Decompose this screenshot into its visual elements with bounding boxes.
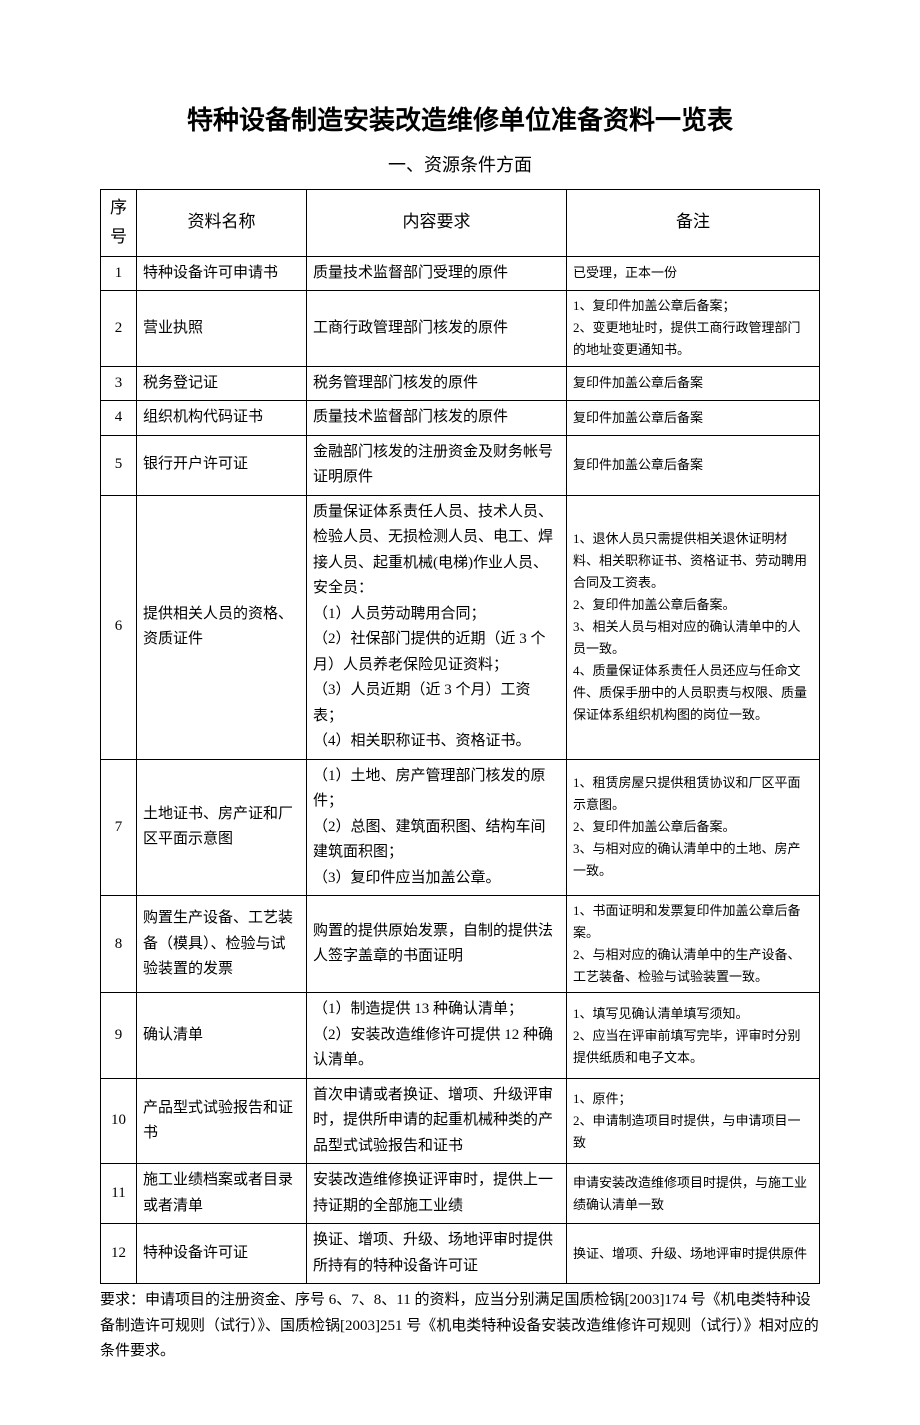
materials-table: 序号 资料名称 内容要求 备注 1特种设备许可申请书质量技术监督部门受理的原件已…	[100, 189, 820, 1284]
table-row: 12特种设备许可证换证、增项、升级、场地评审时提供所持有的特种设备许可证换证、增…	[101, 1224, 820, 1284]
cell-req: （1）土地、房产管理部门核发的原件； （2）总图、建筑面积图、结构车间建筑面积图…	[307, 759, 567, 896]
cell-req: 质量保证体系责任人员、技术人员、检验人员、无损检测人员、电工、焊接人员、起重机械…	[307, 495, 567, 759]
table-row: 4组织机构代码证书质量技术监督部门核发的原件复印件加盖公章后备案	[101, 401, 820, 436]
cell-req: 首次申请或者换证、增项、升级评审时，提供所申请的起重机械种类的产品型式试验报告和…	[307, 1078, 567, 1164]
table-row: 5银行开户许可证金融部门核发的注册资金及财务帐号证明原件复印件加盖公章后备案	[101, 435, 820, 495]
header-req: 内容要求	[307, 190, 567, 257]
cell-name: 确认清单	[137, 993, 307, 1079]
cell-seq: 4	[101, 401, 137, 436]
cell-note: 已受理，正本一份	[567, 256, 820, 291]
cell-name: 施工业绩档案或者目录或者清单	[137, 1164, 307, 1224]
header-seq: 序号	[101, 190, 137, 257]
cell-name: 购置生产设备、工艺装备（模具）、检验与试验装置的发票	[137, 896, 307, 993]
table-row: 6提供相关人员的资格、资质证件质量保证体系责任人员、技术人员、检验人员、无损检测…	[101, 495, 820, 759]
cell-req: 质量技术监督部门受理的原件	[307, 256, 567, 291]
cell-seq: 6	[101, 495, 137, 759]
cell-req: 质量技术监督部门核发的原件	[307, 401, 567, 436]
table-row: 8购置生产设备、工艺装备（模具）、检验与试验装置的发票购置的提供原始发票，自制的…	[101, 896, 820, 993]
cell-name: 特种设备许可申请书	[137, 256, 307, 291]
table-row: 11施工业绩档案或者目录或者清单安装改造维修换证评审时，提供上一持证期的全部施工…	[101, 1164, 820, 1224]
cell-seq: 7	[101, 759, 137, 896]
cell-note: 复印件加盖公章后备案	[567, 366, 820, 401]
cell-seq: 1	[101, 256, 137, 291]
cell-seq: 2	[101, 291, 137, 366]
table-row: 7土地证书、房产证和厂区平面示意图（1）土地、房产管理部门核发的原件； （2）总…	[101, 759, 820, 896]
cell-name: 银行开户许可证	[137, 435, 307, 495]
cell-seq: 8	[101, 896, 137, 993]
cell-req: （1）制造提供 13 种确认清单； （2）安装改造维修许可提供 12 种确认清单…	[307, 993, 567, 1079]
table-row: 10产品型式试验报告和证书首次申请或者换证、增项、升级评审时，提供所申请的起重机…	[101, 1078, 820, 1164]
cell-note: 申请安装改造维修项目时提供，与施工业绩确认清单一致	[567, 1164, 820, 1224]
header-name: 资料名称	[137, 190, 307, 257]
cell-seq: 12	[101, 1224, 137, 1284]
footnote: 要求：申请项目的注册资金、序号 6、7、8、11 的资料，应当分别满足国质检锅[…	[100, 1288, 820, 1365]
cell-req: 税务管理部门核发的原件	[307, 366, 567, 401]
table-header-row: 序号 资料名称 内容要求 备注	[101, 190, 820, 257]
cell-name: 产品型式试验报告和证书	[137, 1078, 307, 1164]
cell-req: 金融部门核发的注册资金及财务帐号证明原件	[307, 435, 567, 495]
cell-note: 1、租赁房屋只提供租赁协议和厂区平面示意图。 2、复印件加盖公章后备案。 3、与…	[567, 759, 820, 896]
cell-name: 特种设备许可证	[137, 1224, 307, 1284]
cell-name: 营业执照	[137, 291, 307, 366]
cell-seq: 10	[101, 1078, 137, 1164]
cell-seq: 9	[101, 993, 137, 1079]
cell-req: 工商行政管理部门核发的原件	[307, 291, 567, 366]
header-note: 备注	[567, 190, 820, 257]
table-row: 3税务登记证税务管理部门核发的原件复印件加盖公章后备案	[101, 366, 820, 401]
cell-note: 1、退休人员只需提供相关退休证明材料、相关职称证书、资格证书、劳动聘用合同及工资…	[567, 495, 820, 759]
cell-seq: 3	[101, 366, 137, 401]
cell-name: 土地证书、房产证和厂区平面示意图	[137, 759, 307, 896]
cell-note: 复印件加盖公章后备案	[567, 401, 820, 436]
table-row: 2营业执照工商行政管理部门核发的原件1、复印件加盖公章后备案； 2、变更地址时，…	[101, 291, 820, 366]
cell-req: 安装改造维修换证评审时，提供上一持证期的全部施工业绩	[307, 1164, 567, 1224]
cell-name: 组织机构代码证书	[137, 401, 307, 436]
cell-seq: 11	[101, 1164, 137, 1224]
cell-name: 税务登记证	[137, 366, 307, 401]
cell-note: 1、复印件加盖公章后备案； 2、变更地址时，提供工商行政管理部门的地址变更通知书…	[567, 291, 820, 366]
cell-note: 1、原件； 2、申请制造项目时提供，与申请项目一致	[567, 1078, 820, 1164]
table-row: 9确认清单（1）制造提供 13 种确认清单； （2）安装改造维修许可提供 12 …	[101, 993, 820, 1079]
section-subtitle: 一、资源条件方面	[100, 151, 820, 177]
document-page: 特种设备制造安装改造维修单位准备资料一览表 一、资源条件方面 序号 资料名称 内…	[0, 0, 920, 1425]
cell-seq: 5	[101, 435, 137, 495]
cell-note: 换证、增项、升级、场地评审时提供原件	[567, 1224, 820, 1284]
cell-req: 换证、增项、升级、场地评审时提供所持有的特种设备许可证	[307, 1224, 567, 1284]
cell-note: 复印件加盖公章后备案	[567, 435, 820, 495]
page-title: 特种设备制造安装改造维修单位准备资料一览表	[100, 100, 820, 137]
cell-req: 购置的提供原始发票，自制的提供法人签字盖章的书面证明	[307, 896, 567, 993]
cell-note: 1、填写见确认清单填写须知。 2、应当在评审前填写完毕，评审时分别提供纸质和电子…	[567, 993, 820, 1079]
table-body: 1特种设备许可申请书质量技术监督部门受理的原件已受理，正本一份2营业执照工商行政…	[101, 256, 820, 1284]
table-row: 1特种设备许可申请书质量技术监督部门受理的原件已受理，正本一份	[101, 256, 820, 291]
cell-name: 提供相关人员的资格、资质证件	[137, 495, 307, 759]
cell-note: 1、书面证明和发票复印件加盖公章后备案。 2、与相对应的确认清单中的生产设备、工…	[567, 896, 820, 993]
